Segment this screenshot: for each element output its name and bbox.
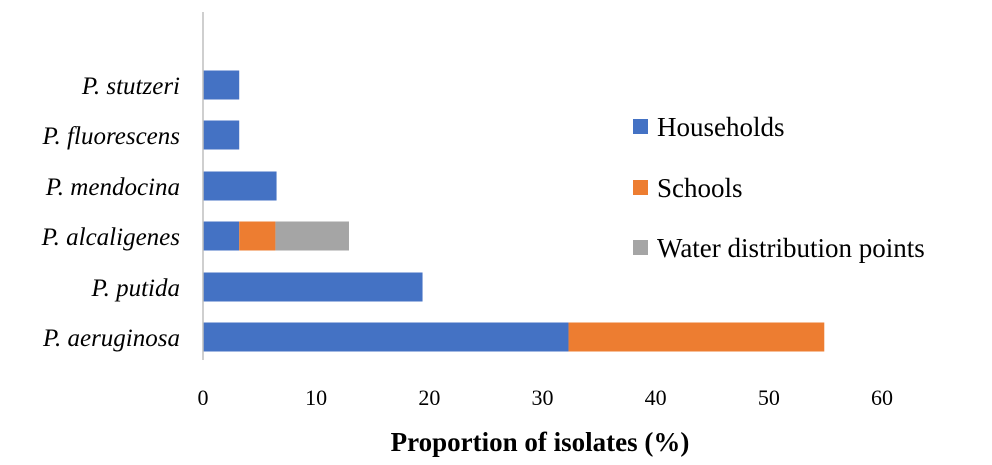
bar-4-series-1 <box>203 171 277 201</box>
category-label: P. fluorescens <box>42 123 181 150</box>
bar-3-series-2 <box>239 221 276 251</box>
x-tick-label: 50 <box>758 385 780 410</box>
x-tick-label: 10 <box>305 385 327 410</box>
bar-2-series-1 <box>203 272 423 302</box>
category-labels: P. aeruginosa P. putida P. alcaligenes P. m… <box>41 73 180 352</box>
category-label: P. aeruginosa <box>42 325 180 352</box>
x-tick-label: 60 <box>871 385 893 410</box>
bar-3-series-1 <box>203 221 240 251</box>
x-tick-label: 30 <box>532 385 554 410</box>
bars-group <box>203 70 825 352</box>
x-tick-label: 0 <box>198 385 209 410</box>
legend-swatch-2 <box>633 180 648 195</box>
legend: Households Schools Water distribution poin… <box>633 112 925 263</box>
x-tick-label: 20 <box>418 385 440 410</box>
x-tick-label: 40 <box>645 385 667 410</box>
bar-1-series-1 <box>203 322 569 352</box>
bar-5-series-1 <box>203 120 240 150</box>
x-tick-labels: 0 10 20 30 40 50 60 <box>198 385 894 410</box>
bar-1-series-2 <box>568 322 825 352</box>
bar-3-series-3 <box>275 221 349 251</box>
category-label: P. alcaligenes <box>41 224 180 251</box>
category-label: P. stutzeri <box>81 73 180 100</box>
category-label: P. mendocina <box>45 174 180 201</box>
legend-swatch-3 <box>633 240 648 255</box>
legend-label-3: Water distribution points <box>657 233 925 263</box>
category-label: P. putida <box>91 275 180 302</box>
x-axis-title: Proportion of isolates (%) <box>391 427 690 457</box>
bar-6-series-1 <box>203 70 240 100</box>
legend-label-2: Schools <box>657 173 743 203</box>
legend-label-1: Households <box>657 112 785 142</box>
legend-swatch-1 <box>633 119 648 134</box>
